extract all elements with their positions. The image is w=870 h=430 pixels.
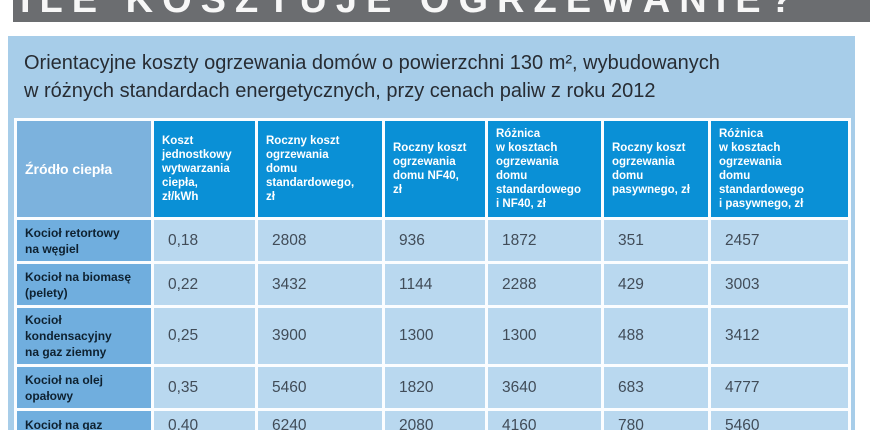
cell-value: 4777 (708, 364, 851, 411)
cell-value: 6240 (255, 408, 385, 430)
row-header: Kocioł retortowy na węgiel (14, 217, 154, 264)
table-row: Kocioł na gaz 0,40 6240 2080 4160 780 54… (14, 408, 851, 430)
table-header-row: Źródło ciepła Koszt jednostkowy wytwarza… (14, 118, 851, 220)
cell-value: 3900 (255, 305, 385, 367)
col-header-unit-cost: Koszt jednostkowy wytwarzania ciepła, zł… (151, 118, 258, 220)
cell-value: 0,22 (151, 261, 258, 308)
cell-value: 3003 (708, 261, 851, 308)
cell-value: 5460 (708, 408, 851, 430)
row-header: Kocioł na olej opałowy (14, 364, 154, 411)
cell-value: 0,25 (151, 305, 258, 367)
col-header-diff-passive: Różnica w kosztach ogrzewania domu stand… (708, 118, 851, 220)
cell-value: 2288 (485, 261, 604, 308)
cell-value: 429 (601, 261, 711, 308)
row-header: Kocioł kondensacyjny na gaz ziemny (14, 305, 154, 367)
page-title: ILE KOSZTUJE OGRZEWANIE? (20, 0, 802, 21)
title-bar: ILE KOSZTUJE OGRZEWANIE? (13, 0, 870, 22)
cell-value: 5460 (255, 364, 385, 411)
col-header-annual-passive: Roczny koszt ogrzewania domu pasywnego, … (601, 118, 711, 220)
cell-value: 683 (601, 364, 711, 411)
table-row: Kocioł kondensacyjny na gaz ziemny 0,25 … (14, 305, 851, 367)
cell-value: 936 (382, 217, 488, 264)
cell-value: 488 (601, 305, 711, 367)
cell-value: 0,18 (151, 217, 258, 264)
cell-value: 2808 (255, 217, 385, 264)
col-header-source: Źródło ciepła (14, 118, 154, 220)
cell-value: 1144 (382, 261, 488, 308)
table-row: Kocioł na biomasę (pelety) 0,22 3432 114… (14, 261, 851, 308)
intro-text: Orientacyjne koszty ogrzewania domów o p… (24, 52, 720, 102)
cell-value: 4160 (485, 408, 604, 430)
cell-value: 0,40 (151, 408, 258, 430)
cost-table: Źródło ciepła Koszt jednostkowy wytwarza… (14, 118, 851, 430)
cell-value: 1300 (485, 305, 604, 367)
col-header-annual-nf40: Roczny koszt ogrzewania domu NF40, zł (382, 118, 488, 220)
cell-value: 1300 (382, 305, 488, 367)
table-row: Kocioł retortowy na węgiel 0,18 2808 936… (14, 217, 851, 264)
row-header: Kocioł na gaz (14, 408, 154, 430)
cell-value: 2080 (382, 408, 488, 430)
cell-value: 3412 (708, 305, 851, 367)
cell-value: 0,35 (151, 364, 258, 411)
col-header-annual-standard: Roczny koszt ogrzewania domu standardowe… (255, 118, 385, 220)
col-header-diff-nf40: Różnica w kosztach ogrzewania domu stand… (485, 118, 604, 220)
cell-value: 1820 (382, 364, 488, 411)
row-header: Kocioł na biomasę (pelety) (14, 261, 154, 308)
cell-value: 3640 (485, 364, 604, 411)
cell-value: 780 (601, 408, 711, 430)
cell-value: 3432 (255, 261, 385, 308)
cell-value: 1872 (485, 217, 604, 264)
cell-value: 2457 (708, 217, 851, 264)
info-panel: Orientacyjne koszty ogrzewania domów o p… (8, 36, 855, 430)
table-row: Kocioł na olej opałowy 0,35 5460 1820 36… (14, 364, 851, 411)
cell-value: 351 (601, 217, 711, 264)
